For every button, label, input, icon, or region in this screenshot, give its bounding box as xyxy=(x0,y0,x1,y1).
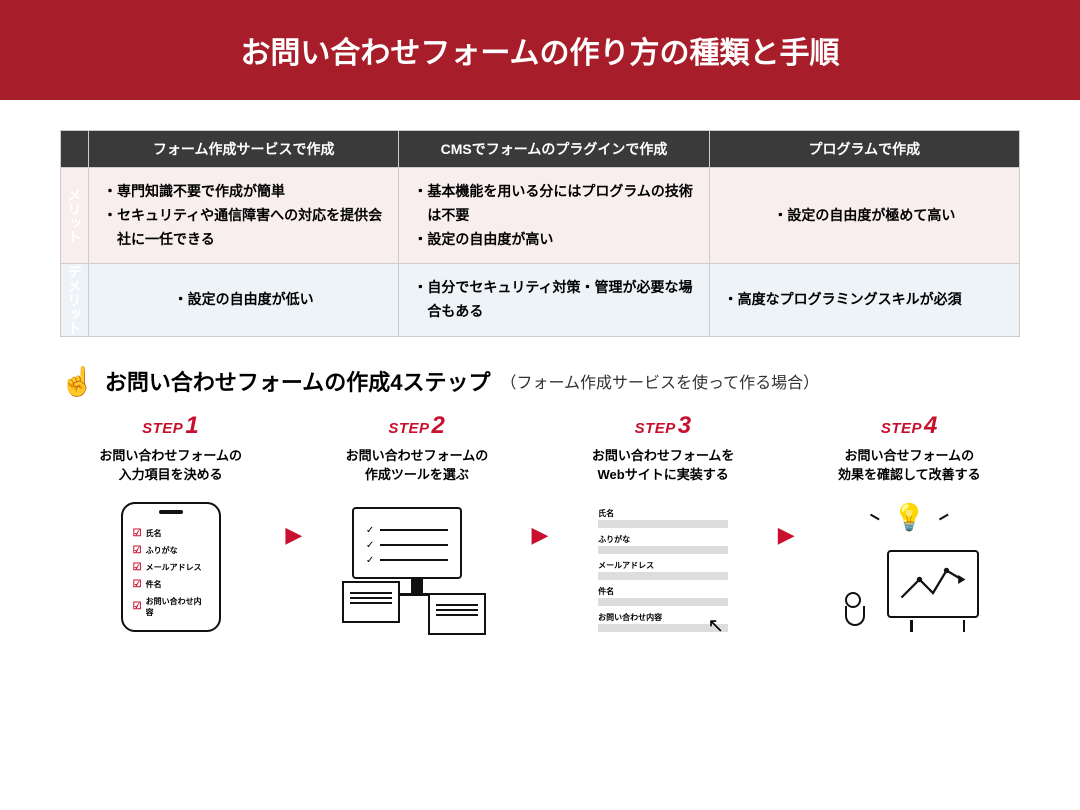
chart-board-icon xyxy=(887,550,979,618)
content: フォーム作成サービスで作成 CMSでフォームのプラグインで作成 プログラムで作成… xyxy=(0,100,1080,637)
form-label: メールアドレス xyxy=(598,560,728,571)
arrow-icon: ▶ xyxy=(532,522,549,548)
form-input xyxy=(598,598,728,606)
step-2: STEP2 お問い合わせフォームの作成ツールを選ぶ ✓✓✓ xyxy=(306,412,527,637)
step-3: STEP3 お問い合わせフォームをWebサイトに実装する 氏名ふりがなメールアド… xyxy=(552,412,773,637)
step-label: STEP2 xyxy=(306,412,527,440)
table-col-header: プログラムで作成 xyxy=(709,131,1019,168)
pointing-hand-icon: ☝ xyxy=(60,365,95,398)
table-corner xyxy=(61,131,89,168)
cursor-icon: ↖ xyxy=(707,613,724,638)
step-label: STEP4 xyxy=(799,412,1020,440)
table-cell: 設定の自由度が低い xyxy=(89,264,399,337)
table-col-header: CMSでフォームのプラグインで作成 xyxy=(399,131,709,168)
steps-title: お問い合わせフォームの作成4ステップ xyxy=(105,365,491,397)
page-header: お問い合わせフォームの作り方の種類と手順 xyxy=(0,0,1080,100)
field-row: ☑件名 xyxy=(133,579,209,590)
steps-row: STEP1 お問い合わせフォームの入力項目を決める ☑氏名 ☑ふりがな ☑メールアド… xyxy=(60,412,1020,637)
arrow-icon: ▶ xyxy=(778,522,795,548)
step-desc: お問い合わせフォームの入力項目を決める xyxy=(60,446,281,485)
field-row: ☑メールアドレス xyxy=(133,562,209,573)
arrow-icon: ▶ xyxy=(285,522,302,548)
table-cell: 自分でセキュリティ対策・管理が必要な場合もある xyxy=(399,264,709,337)
list-item: 基本機能を用いる分にはプログラムの技術は不要 xyxy=(413,180,694,228)
table-cell: 高度なプログラミングスキルが必須 xyxy=(709,264,1019,337)
monitor-icon: ✓✓✓ xyxy=(352,507,482,627)
field-row: ☑ふりがな xyxy=(133,545,209,556)
form-label: 件名 xyxy=(598,586,728,597)
list-item: 高度なプログラミングスキルが必須 xyxy=(724,288,1005,312)
form-label: 氏名 xyxy=(598,508,728,519)
field-row: ☑お問い合わせ内容 xyxy=(133,596,209,618)
step-desc: お問い合わせフォームをWebサイトに実装する xyxy=(552,446,773,485)
person-icon xyxy=(845,592,865,626)
form-label: ふりがな xyxy=(598,534,728,545)
step-desc: お問い合わせフォームの作成ツールを選ぶ xyxy=(306,446,527,485)
list-item: 設定の自由度が極めて高い xyxy=(724,204,1005,228)
list-item: 自分でセキュリティ対策・管理が必要な場合もある xyxy=(413,276,694,324)
step-label: STEP3 xyxy=(552,412,773,440)
steps-header: ☝ お問い合わせフォームの作成4ステップ （フォーム作成サービスを使って作る場合… xyxy=(60,365,1020,398)
steps-subtitle: （フォーム作成サービスを使って作る場合） xyxy=(500,369,819,393)
comparison-table: フォーム作成サービスで作成 CMSでフォームのプラグインで作成 プログラムで作成… xyxy=(60,130,1020,337)
step-1: STEP1 お問い合わせフォームの入力項目を決める ☑氏名 ☑ふりがな ☑メールアド… xyxy=(60,412,281,637)
table-col-header: フォーム作成サービスで作成 xyxy=(89,131,399,168)
list-item: 設定の自由度が高い xyxy=(413,228,694,252)
form-icon: 氏名ふりがなメールアドレス件名お問い合わせ内容↖ xyxy=(598,502,728,632)
analytics-icon: 💡 xyxy=(839,502,979,632)
step-label: STEP1 xyxy=(60,412,281,440)
row-label-merit: メリット xyxy=(61,168,89,264)
table-cell: 専門知識不要で作成が簡単セキュリティや通信障害への対応を提供会社に一任できる xyxy=(89,168,399,264)
page-title: お問い合わせフォームの作り方の種類と手順 xyxy=(240,37,839,70)
form-input xyxy=(598,572,728,580)
list-item: 専門知識不要で作成が簡単 xyxy=(103,180,384,204)
step-4: STEP4 お問い合せフォームの効果を確認して改善する 💡 xyxy=(799,412,1020,637)
row-label-demerit: デメリット xyxy=(61,264,89,337)
table-cell: 設定の自由度が極めて高い xyxy=(709,168,1019,264)
lightbulb-icon: 💡 xyxy=(893,502,925,533)
form-input xyxy=(598,546,728,554)
table-cell: 基本機能を用いる分にはプログラムの技術は不要設定の自由度が高い xyxy=(399,168,709,264)
list-item: 設定の自由度が低い xyxy=(103,288,384,312)
field-row: ☑氏名 xyxy=(133,528,209,539)
list-item: セキュリティや通信障害への対応を提供会社に一任できる xyxy=(103,204,384,252)
form-input xyxy=(598,520,728,528)
phone-icon: ☑氏名 ☑ふりがな ☑メールアドレス ☑件名 ☑お問い合わせ内容 xyxy=(121,502,221,632)
step-desc: お問い合せフォームの効果を確認して改善する xyxy=(799,446,1020,485)
